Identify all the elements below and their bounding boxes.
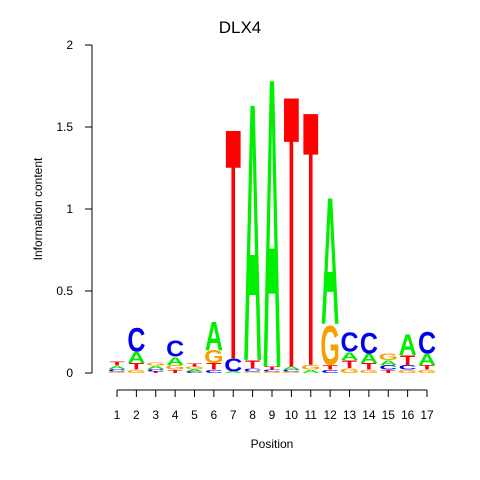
logo-letter-g: G	[185, 366, 204, 370]
logo-letter-c: C	[224, 355, 242, 376]
x-tick-label: 5	[191, 408, 198, 422]
x-tick-label: 9	[269, 408, 276, 422]
logo-letter-a: A	[418, 351, 436, 368]
x-tick-label: 17	[420, 408, 434, 422]
logo-letter-g: G	[282, 371, 301, 374]
x-tick-label: 8	[249, 408, 256, 422]
y-tick-label: 1	[66, 202, 73, 216]
logo-letter-c: C	[147, 368, 165, 372]
logo-letter-a: A	[340, 350, 358, 363]
logo-letter-a: A	[127, 349, 145, 366]
logo-letter-t: T	[167, 369, 182, 374]
logo-letter-t: T	[303, 35, 318, 443]
x-tick-label: 14	[362, 408, 376, 422]
logo-letter-g: G	[340, 367, 359, 375]
logo-letter-t: T	[109, 361, 124, 367]
logo-letter-g: G	[379, 352, 398, 362]
logo-letter-a: A	[166, 355, 184, 368]
logo-letter-g: G	[359, 369, 378, 374]
y-tick-label: 0.5	[56, 284, 73, 298]
logo-letter-t: T	[226, 59, 241, 428]
logo-letter-t: T	[187, 362, 202, 367]
x-tick-label: 4	[172, 408, 179, 422]
logo-letter-a: A	[282, 366, 300, 371]
logo-letter-a: A	[379, 358, 397, 366]
x-tick-label: 15	[382, 408, 396, 422]
logo-letter-t: T	[206, 361, 222, 371]
y-axis-label: Information content	[31, 157, 45, 260]
logo-letter-g: G	[127, 369, 146, 374]
logo-letter-a: A	[205, 314, 223, 360]
logo-letter-g: G	[204, 346, 223, 367]
logo-letter-g: G	[165, 363, 184, 371]
logo-letter-g: G	[243, 371, 262, 374]
logo-letter-t: T	[342, 358, 357, 371]
logo-letter-t: T	[400, 353, 416, 368]
x-tick-label: 3	[152, 408, 159, 422]
logo-letter-c: C	[166, 337, 184, 363]
logo-letter-a: A	[147, 365, 165, 370]
logo-letter-a: A	[321, 158, 339, 363]
x-axis: 1 2 3 4 5 6 7 8 9 10 11 12 13 14 15 16 17	[114, 389, 434, 422]
logo-letter-a: A	[185, 368, 203, 372]
logo-letter-a: A	[399, 328, 417, 361]
logo-letter-c: C	[108, 368, 126, 372]
logo-letter-t: T	[419, 363, 434, 371]
logo-letter-a: A	[244, 27, 262, 439]
x-tick-label: 12	[323, 408, 337, 422]
y-tick-label: 0	[66, 366, 73, 380]
logo-letter-c: C	[360, 326, 378, 359]
logo-letter-c: C	[127, 322, 145, 360]
logo-letter-g: G	[398, 369, 417, 374]
logo-letter-c: C	[185, 371, 203, 374]
logo-letter-t: T	[245, 358, 260, 371]
x-tick-label: 13	[343, 408, 357, 422]
logo-letter-c: C	[340, 327, 358, 358]
x-tick-label: 6	[211, 408, 218, 422]
x-tick-label: 11	[305, 408, 318, 422]
logo-letter-g: G	[107, 371, 126, 374]
y-axis: 0 0.5 1 1.5 2	[56, 38, 93, 380]
logo-letter-c: C	[399, 363, 417, 371]
x-tick-label: 10	[285, 408, 299, 422]
logo-letter-c: C	[244, 367, 262, 372]
x-tick-label: 16	[401, 408, 415, 422]
logo-letter-c: C	[263, 369, 281, 372]
logo-letter-g: G	[262, 371, 281, 374]
logo-letter-a: A	[302, 369, 320, 374]
x-tick-label: 1	[114, 408, 121, 422]
logo-letter-c: C	[379, 363, 397, 371]
logo-letter-t: T	[148, 371, 163, 374]
logo-letter-g: G	[320, 314, 339, 377]
logo-letter-c: C	[321, 369, 339, 374]
logo-letter-t: T	[129, 361, 145, 371]
logo-letter-a: A	[360, 352, 378, 367]
logo-letter-t: T	[284, 15, 299, 450]
logo-letter-a: A	[224, 371, 242, 374]
logo-letter-a: A	[108, 365, 126, 370]
logo-letter-g: G	[417, 369, 436, 374]
logo-letter-c: C	[282, 369, 300, 372]
x-axis-label: Position	[251, 437, 294, 451]
y-tick-label: 1.5	[56, 120, 73, 134]
y-tick-label: 2	[66, 38, 73, 52]
logo-letter-c: C	[205, 369, 223, 374]
logo-letter-t: T	[322, 363, 337, 371]
logo-letter-g: G	[146, 362, 165, 367]
logo-letter-a: A	[263, 0, 281, 455]
logo-letter-t: T	[361, 361, 377, 371]
logo-letter-g: G	[301, 363, 320, 371]
logo-letter-c: C	[418, 325, 436, 361]
logo-letter-t: T	[381, 369, 396, 374]
x-tick-label: 2	[133, 408, 140, 422]
x-tick-label: 7	[230, 408, 237, 422]
chart-title: DLX4	[219, 18, 262, 37]
logo-letter-t: T	[264, 366, 279, 371]
